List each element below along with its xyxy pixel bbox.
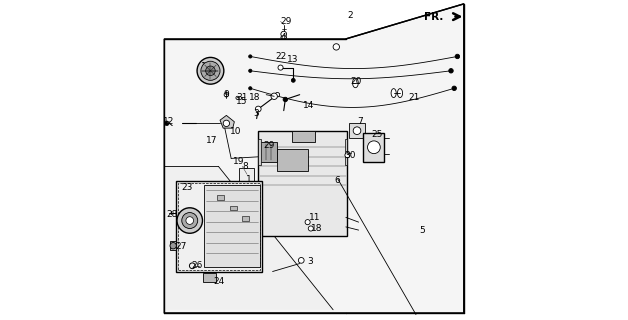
Bar (242, 216, 249, 221)
Text: FR.: FR. (424, 12, 443, 22)
Circle shape (367, 141, 381, 154)
Text: 16: 16 (201, 61, 212, 70)
Text: 30: 30 (344, 151, 356, 160)
Text: 1: 1 (246, 175, 251, 184)
Text: 21: 21 (408, 93, 420, 102)
Bar (204, 186, 260, 267)
Text: 24: 24 (214, 276, 225, 285)
Text: 28: 28 (167, 210, 178, 219)
Ellipse shape (281, 36, 286, 39)
Bar (345, 139, 347, 165)
Ellipse shape (398, 89, 403, 98)
Circle shape (197, 57, 224, 84)
Text: 9: 9 (223, 90, 229, 99)
Bar (178, 183, 261, 270)
Circle shape (256, 106, 261, 112)
Bar (364, 133, 384, 162)
Circle shape (455, 54, 460, 59)
Bar (217, 195, 224, 200)
Circle shape (345, 153, 350, 158)
Bar (170, 241, 176, 250)
Text: 12: 12 (163, 117, 174, 126)
Circle shape (224, 92, 229, 97)
Text: 29: 29 (281, 17, 292, 26)
Text: 18: 18 (249, 93, 260, 102)
Circle shape (281, 31, 286, 37)
Text: 15: 15 (236, 97, 247, 106)
Bar (260, 142, 278, 162)
Text: 8: 8 (242, 162, 248, 171)
Circle shape (353, 127, 361, 134)
Circle shape (201, 61, 220, 80)
Text: 17: 17 (206, 136, 217, 145)
Text: 5: 5 (419, 226, 425, 235)
Bar (278, 149, 308, 171)
Circle shape (305, 220, 310, 225)
Circle shape (181, 212, 198, 228)
Text: 11: 11 (309, 213, 321, 222)
Text: 19: 19 (233, 157, 244, 166)
Bar (230, 205, 237, 210)
Bar (239, 168, 254, 181)
Circle shape (170, 243, 176, 249)
Circle shape (283, 97, 288, 102)
Circle shape (249, 87, 252, 90)
Bar (258, 139, 261, 165)
Ellipse shape (391, 89, 396, 98)
Circle shape (186, 217, 193, 224)
Circle shape (333, 44, 340, 50)
Circle shape (278, 65, 283, 70)
Text: 6: 6 (335, 176, 340, 185)
Text: 22: 22 (276, 52, 287, 61)
Text: 10: 10 (230, 127, 241, 136)
Text: 2: 2 (347, 11, 353, 20)
Text: 20: 20 (350, 77, 362, 86)
Text: 14: 14 (303, 101, 314, 110)
Text: 18: 18 (311, 224, 322, 233)
Text: 29: 29 (263, 141, 274, 150)
Text: 4: 4 (281, 33, 286, 42)
Circle shape (291, 78, 295, 82)
Circle shape (177, 208, 202, 233)
Circle shape (271, 93, 278, 100)
Text: 3: 3 (308, 258, 313, 267)
Text: 3: 3 (254, 109, 259, 118)
Text: 7: 7 (357, 117, 363, 126)
Circle shape (206, 66, 215, 76)
Circle shape (449, 68, 453, 73)
Text: 27: 27 (175, 242, 187, 251)
Bar (203, 273, 216, 282)
Text: 26: 26 (192, 261, 203, 270)
Circle shape (275, 92, 279, 97)
Circle shape (165, 121, 169, 125)
Circle shape (298, 258, 304, 263)
Polygon shape (220, 116, 234, 128)
Circle shape (236, 96, 239, 100)
Circle shape (223, 120, 230, 126)
Circle shape (308, 226, 313, 231)
Text: 31: 31 (236, 93, 247, 102)
Bar (293, 131, 315, 142)
Bar (349, 123, 365, 138)
Polygon shape (165, 4, 463, 313)
Text: 25: 25 (371, 130, 382, 139)
Circle shape (452, 86, 457, 91)
Text: 23: 23 (181, 183, 193, 192)
Circle shape (249, 55, 252, 58)
Circle shape (249, 69, 252, 72)
Bar (176, 181, 263, 271)
Bar (258, 131, 347, 236)
Ellipse shape (352, 78, 359, 88)
Polygon shape (165, 166, 333, 310)
Text: 13: 13 (287, 55, 298, 64)
